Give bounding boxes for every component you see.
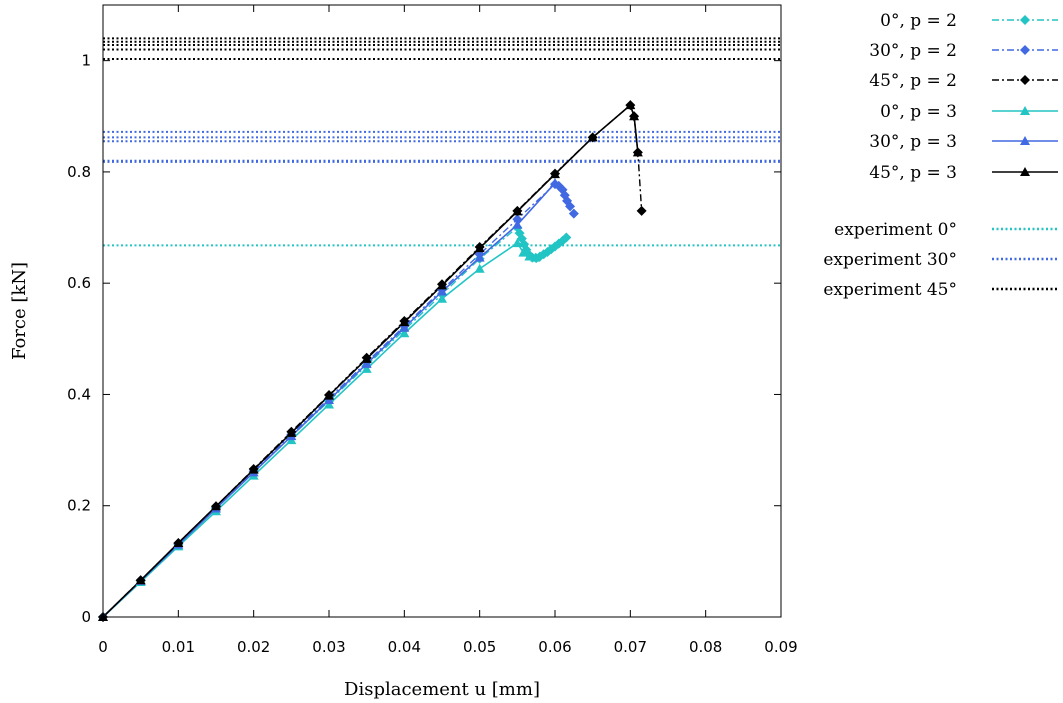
- series-line: [102, 183, 575, 618]
- y-axis-title: Force [kN]: [9, 262, 30, 360]
- data-point: [437, 293, 447, 303]
- data-point: [524, 251, 535, 261]
- legend-label: 30°, p = 2: [869, 41, 957, 61]
- data-point: [565, 201, 576, 212]
- data-point: [629, 111, 640, 121]
- legend-label: 45°, p = 3: [869, 163, 957, 183]
- data-point: [512, 219, 523, 229]
- data-point: [632, 147, 643, 157]
- data-point: [587, 132, 598, 142]
- data-point: [561, 232, 572, 243]
- legend-label: 0°, p = 2: [880, 11, 957, 31]
- legend-marker: [1020, 136, 1030, 145]
- data-point: [550, 169, 560, 179]
- plot-frame: [102, 4, 782, 618]
- data-point: [399, 328, 410, 338]
- x-tick-label: 0.08: [689, 638, 722, 656]
- data-point: [474, 263, 485, 273]
- y-tick-label: 0.6: [67, 274, 91, 292]
- data-point: [361, 358, 372, 368]
- data-point: [286, 427, 297, 437]
- legend: 0°, p = 2 30°, p = 2 45°, p = 2 0°, p = 3 30…: [823, 11, 1058, 300]
- series-markers: [98, 100, 647, 622]
- legend-marker: [1020, 167, 1030, 176]
- y-tick-label: 0.2: [67, 497, 91, 515]
- y-tick-label: 0.4: [67, 385, 91, 403]
- x-tick-label: 0.06: [538, 638, 571, 656]
- data-point: [636, 205, 647, 216]
- series-line: [102, 241, 536, 618]
- data-point: [512, 214, 523, 225]
- data-point: [625, 100, 636, 110]
- x-tick-label: 0.04: [388, 638, 421, 656]
- data-point: [361, 353, 372, 363]
- data-point: [550, 178, 560, 188]
- legend-marker: [1020, 106, 1030, 115]
- legend-marker: [1020, 45, 1030, 55]
- data-point: [399, 322, 410, 332]
- x-tick-label: 0.03: [312, 638, 345, 656]
- legend-label: 45°, p = 2: [869, 71, 957, 91]
- x-tick-label: 0.01: [162, 638, 195, 656]
- data-point: [211, 501, 221, 511]
- legend-label: experiment 45°: [823, 280, 957, 300]
- x-tick-label: 0.05: [463, 638, 496, 656]
- series-lines: [102, 103, 643, 618]
- x-axis-ticks: 0 0.01 0.02 0.03 0.04 0.05 0.06 0.07 0.08 0.09: [98, 5, 798, 656]
- data-point: [518, 247, 529, 257]
- legend-label: 30°, p = 3: [869, 132, 957, 152]
- data-point: [399, 317, 410, 327]
- x-tick-label: 0.02: [237, 638, 270, 656]
- y-tick-label: 0.8: [67, 163, 91, 181]
- data-point: [474, 243, 485, 253]
- experiment-lines: [103, 37, 781, 247]
- legend-label: experiment 30°: [823, 250, 957, 270]
- data-point: [512, 206, 523, 216]
- legend-label: experiment 0°: [834, 220, 957, 240]
- legend-marker: [1020, 15, 1030, 25]
- data-point: [437, 286, 447, 296]
- data-point: [361, 363, 372, 373]
- data-point: [135, 575, 146, 585]
- data-point: [248, 464, 259, 474]
- x-axis-title: Displacement u [mm]: [344, 679, 540, 700]
- y-axis-ticks: 0 0.2 0.4 0.6 0.8 1: [67, 52, 781, 626]
- legend-marker: [1020, 75, 1030, 85]
- y-tick-label: 0: [81, 608, 91, 626]
- data-point: [437, 280, 447, 290]
- x-tick-label: 0.07: [614, 638, 647, 656]
- data-point: [530, 252, 541, 262]
- data-point: [568, 208, 579, 219]
- legend-label: 0°, p = 3: [880, 102, 957, 122]
- data-point: [512, 238, 523, 248]
- data-point: [324, 390, 334, 400]
- data-point: [173, 538, 184, 548]
- x-tick-label: 0.09: [764, 638, 797, 656]
- y-tick-label: 1: [81, 52, 91, 70]
- series-line: [102, 226, 567, 618]
- data-point: [474, 252, 485, 262]
- x-tick-label: 0: [98, 638, 108, 656]
